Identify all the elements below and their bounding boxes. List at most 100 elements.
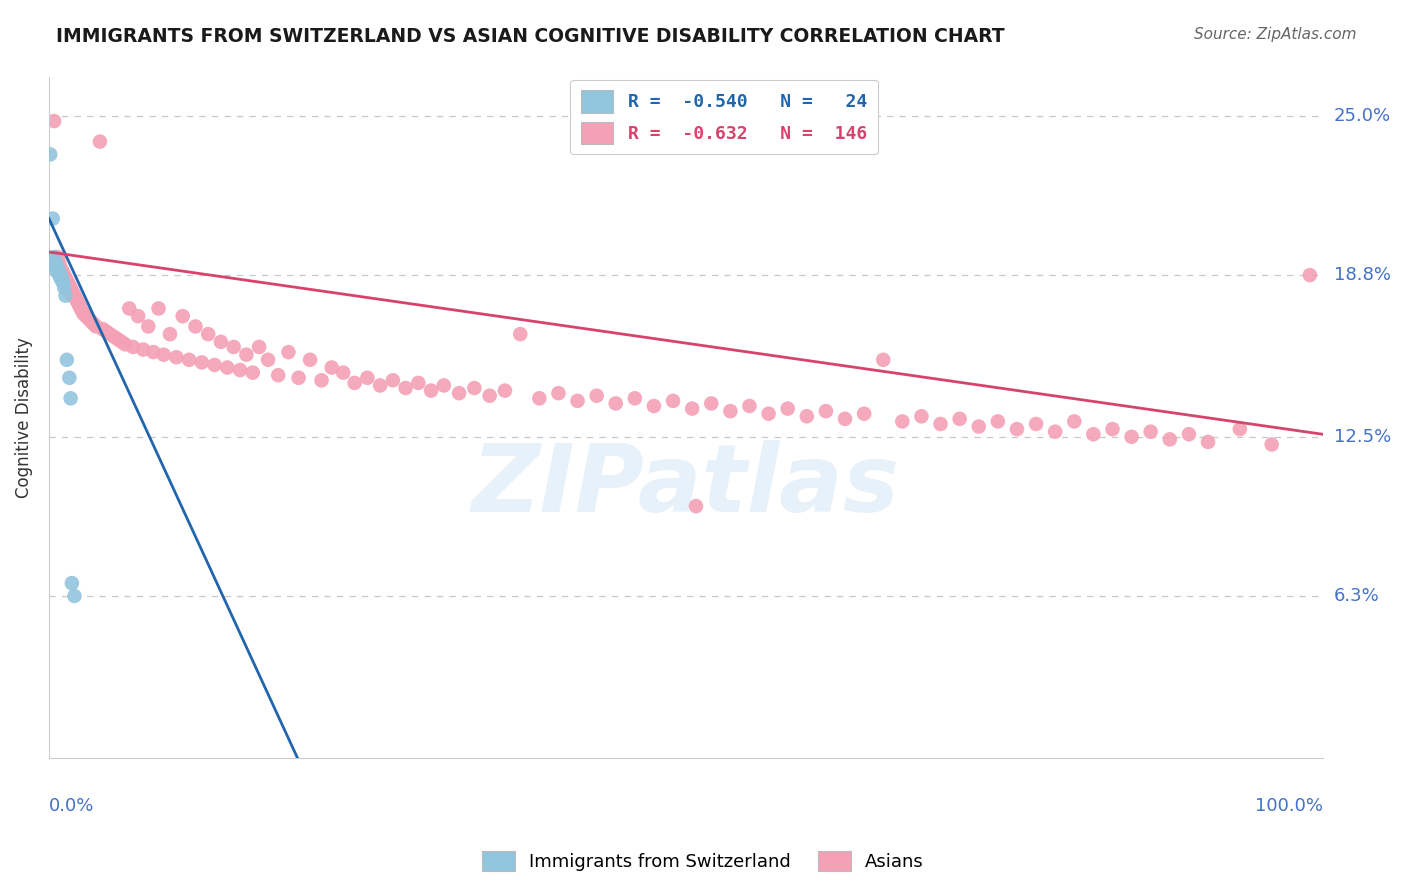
Point: [197, 327, 219, 342]
Point: [172, 309, 194, 323]
Point: [48, 263, 70, 277]
Point: [44, 263, 66, 277]
Point: [52, 266, 75, 280]
Point: [53, 281, 76, 295]
Point: [257, 352, 280, 367]
Point: [165, 350, 187, 364]
Point: [69, 299, 91, 313]
Point: [814, 404, 837, 418]
Point: [51, 263, 73, 277]
Text: 12.5%: 12.5%: [1334, 428, 1391, 446]
Text: 0.0%: 0.0%: [49, 797, 94, 814]
Point: [59, 281, 82, 295]
Point: [46, 263, 69, 277]
Point: [59, 392, 82, 406]
Point: [70, 304, 93, 318]
Point: [159, 327, 181, 342]
Point: [51, 273, 73, 287]
Point: [235, 348, 257, 362]
Point: [478, 389, 501, 403]
Point: [84, 319, 107, 334]
Point: [718, 404, 741, 418]
Y-axis label: Cognitive Disability: Cognitive Disability: [15, 337, 32, 498]
Point: [1197, 434, 1219, 449]
Point: [51, 270, 73, 285]
Point: [46, 260, 69, 275]
Point: [45, 258, 67, 272]
Point: [53, 273, 76, 287]
Point: [910, 409, 932, 424]
Point: [46, 260, 69, 275]
Legend: Immigrants from Switzerland, Asians: Immigrants from Switzerland, Asians: [475, 844, 931, 879]
Point: [114, 337, 136, 351]
Point: [49, 268, 72, 282]
Point: [56, 276, 79, 290]
Point: [96, 325, 118, 339]
Point: [949, 412, 972, 426]
Point: [83, 317, 105, 331]
Point: [1043, 425, 1066, 439]
Point: [44, 255, 66, 269]
Point: [1260, 437, 1282, 451]
Point: [967, 419, 990, 434]
Point: [1101, 422, 1123, 436]
Point: [1299, 268, 1322, 282]
Point: [42, 114, 65, 128]
Point: [356, 371, 378, 385]
Point: [242, 366, 264, 380]
Text: Source: ZipAtlas.com: Source: ZipAtlas.com: [1194, 27, 1357, 42]
Point: [56, 278, 79, 293]
Point: [66, 293, 89, 308]
Point: [103, 329, 125, 343]
Point: [299, 352, 322, 367]
Point: [332, 366, 354, 380]
Point: [681, 401, 703, 416]
Point: [184, 319, 207, 334]
Point: [65, 291, 87, 305]
Point: [191, 355, 214, 369]
Point: [381, 373, 404, 387]
Point: [229, 363, 252, 377]
Point: [368, 378, 391, 392]
Text: IMMIGRANTS FROM SWITZERLAND VS ASIAN COGNITIVE DISABILITY CORRELATION CHART: IMMIGRANTS FROM SWITZERLAND VS ASIAN COG…: [56, 27, 1005, 45]
Point: [56, 281, 79, 295]
Point: [48, 255, 70, 269]
Point: [89, 135, 111, 149]
Point: [62, 286, 84, 301]
Point: [509, 327, 531, 342]
Point: [63, 589, 86, 603]
Text: 25.0%: 25.0%: [1334, 107, 1391, 125]
Point: [136, 319, 159, 334]
Point: [122, 340, 145, 354]
Point: [311, 373, 333, 387]
Point: [80, 314, 103, 328]
Point: [529, 392, 551, 406]
Point: [494, 384, 516, 398]
Point: [796, 409, 818, 424]
Point: [60, 576, 83, 591]
Text: ZIPatlas: ZIPatlas: [472, 440, 900, 532]
Point: [77, 311, 100, 326]
Point: [1063, 414, 1085, 428]
Point: [58, 371, 80, 385]
Point: [643, 399, 665, 413]
Point: [152, 348, 174, 362]
Point: [1083, 427, 1105, 442]
Point: [853, 407, 876, 421]
Point: [1121, 430, 1143, 444]
Point: [738, 399, 761, 413]
Point: [52, 270, 75, 285]
Point: [662, 393, 685, 408]
Point: [63, 288, 86, 302]
Point: [1159, 433, 1181, 447]
Point: [585, 389, 607, 403]
Point: [91, 322, 114, 336]
Point: [222, 340, 245, 354]
Point: [49, 270, 72, 285]
Point: [44, 250, 66, 264]
Point: [75, 309, 97, 323]
Text: 6.3%: 6.3%: [1334, 587, 1379, 605]
Point: [872, 352, 894, 367]
Point: [59, 286, 82, 301]
Point: [685, 499, 707, 513]
